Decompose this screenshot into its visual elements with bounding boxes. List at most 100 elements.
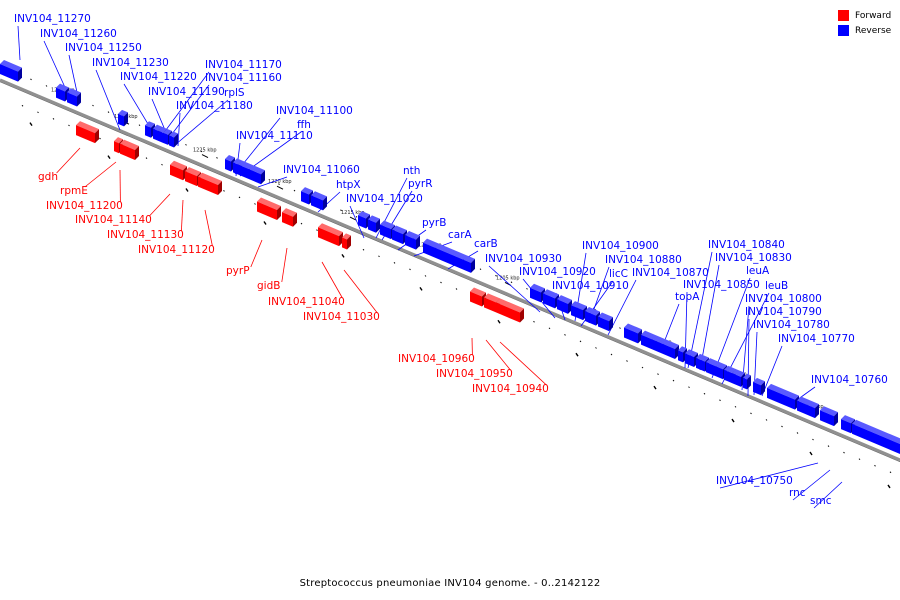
minor-tick [672, 379, 675, 382]
reverse-gene-block [732, 373, 741, 387]
gene-top-face [820, 406, 838, 417]
minor-tick [145, 157, 148, 159]
gene-side-face [376, 218, 380, 233]
reverse-gene-block [585, 311, 596, 326]
label-leader-lines [17, 25, 843, 509]
leader-line [349, 205, 365, 239]
minor-tick [796, 432, 799, 434]
gene-top-face [301, 187, 313, 195]
gene-top-face [118, 109, 128, 117]
leader-line [792, 469, 831, 501]
leader-line [181, 199, 184, 232]
minor-tick [579, 340, 582, 343]
reverse-gene-label: INV104_11160 [205, 72, 282, 84]
reverse-gene-block [841, 419, 851, 434]
reverse-gene-block [571, 305, 583, 321]
leader-line [95, 69, 121, 131]
minor-tick [300, 222, 303, 225]
reverse-gene-label: INV104_10770 [778, 333, 855, 345]
leader-line [174, 99, 229, 146]
gene-side-face [77, 92, 81, 107]
leader-line [488, 265, 541, 313]
gene-top-face [852, 419, 900, 445]
leader-line [711, 277, 751, 379]
reverse-gene-label: INV104_11170 [205, 59, 282, 71]
reverse-gene-block [706, 362, 723, 380]
reverse-gene-block [598, 316, 609, 332]
major-tick [349, 216, 357, 221]
reverse-gene-block [153, 128, 158, 141]
minor-tick [765, 419, 768, 421]
genome-backbone [0, 78, 900, 463]
forward-gene-block [257, 201, 277, 220]
minor-tick [874, 464, 876, 467]
forward-gene-block [76, 125, 95, 144]
reverse-gene-block [696, 357, 705, 372]
minor-tick [424, 275, 427, 277]
reverse-gene-block [67, 92, 77, 107]
gene-top-face [170, 160, 187, 171]
minor-tick [827, 445, 830, 447]
reverse-gene-label: INV104_11110 [236, 130, 313, 142]
gene-side-face [815, 404, 819, 419]
gene-top-face [470, 287, 486, 297]
gene-top-face [767, 383, 799, 400]
minor-tick [440, 281, 442, 284]
forward-gene-block [282, 212, 293, 227]
gene-top-face [67, 88, 81, 97]
reverse-gene-block [530, 287, 541, 303]
minor-tick [595, 347, 597, 349]
strand-legend: Forward Reverse [838, 8, 900, 38]
leader-line [204, 209, 213, 247]
leader-line [43, 40, 69, 95]
figure-caption: Streptococcus pneumoniae INV104 genome. … [299, 578, 601, 589]
reverse-gene-block [225, 159, 231, 172]
reverse-gene-block [405, 235, 416, 250]
reverse-gene-block [557, 299, 568, 314]
backbone-line [0, 78, 900, 462]
gene-top-face [585, 307, 600, 316]
gene-side-face [261, 170, 265, 185]
reverse-gene-label: INV104_10930 [485, 253, 562, 265]
gene-labels: INV104_11270 INV104_11260 INV104_11250 INV1… [14, 13, 888, 507]
minor-tick [626, 360, 628, 362]
gene-top-face [743, 373, 751, 380]
reverse-gene-block [724, 369, 732, 384]
reverse-gene-label: INV104_10780 [753, 319, 830, 331]
reverse-gene-label: INV104_10830 [715, 252, 792, 264]
gene-top-face [496, 298, 524, 313]
forward-gene-block [318, 227, 339, 247]
forward-gene-label: rpmE [60, 185, 88, 197]
minor-tick [858, 458, 861, 461]
reverse-gene-block [380, 224, 391, 240]
gene-side-face [174, 133, 178, 148]
gene-side-face [834, 412, 838, 427]
leader-line [159, 71, 210, 139]
minor-tick [45, 85, 48, 87]
gene-top-face [233, 158, 242, 165]
minor-tick [216, 157, 218, 159]
gene-top-face [732, 369, 745, 377]
forward-gene-block [496, 302, 520, 323]
reverse-gene-label: INV104_11260 [40, 28, 117, 40]
major-tick [201, 154, 209, 159]
minor-tick [889, 471, 892, 474]
reverse-gene-block [624, 327, 638, 344]
gene-top-face [169, 131, 178, 138]
gene-top-face [185, 167, 201, 177]
major-tick-lower [419, 286, 423, 291]
reverse-gene-label: INV104_10880 [605, 254, 682, 266]
minor-tick [200, 150, 203, 153]
reverse-gene-label: INV104_10920 [519, 266, 596, 278]
legend-reverse-label: Reverse [855, 25, 892, 36]
reverse-gene-block [145, 125, 151, 138]
minor-tick [107, 111, 110, 113]
legend-forward: Forward [838, 8, 900, 23]
gene-side-face [323, 196, 327, 211]
minor-tick [37, 111, 39, 114]
minor-tick [238, 196, 241, 199]
gene-side-face [18, 67, 22, 82]
forward-gene-label: pyrP [226, 265, 250, 277]
leader-line [250, 239, 263, 268]
reverse-gene-label: licC [609, 268, 628, 280]
